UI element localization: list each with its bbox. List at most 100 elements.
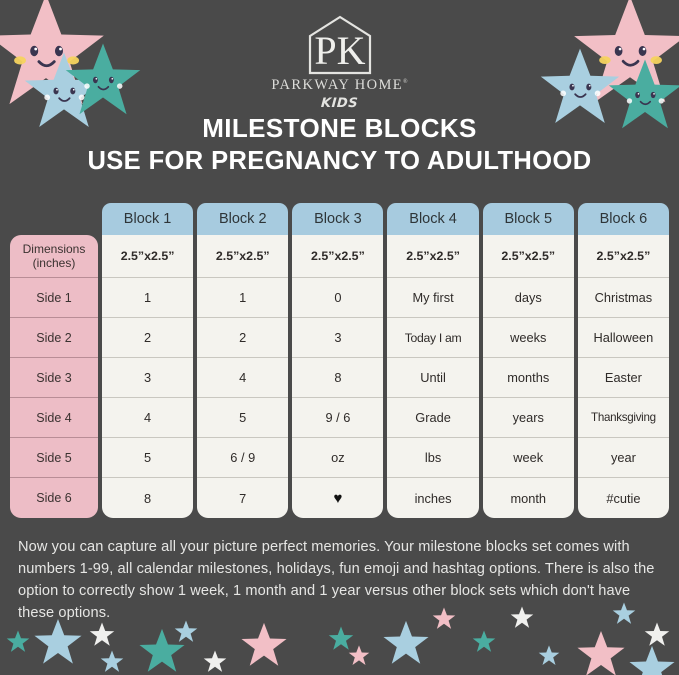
row-label-side-3: Side 3 bbox=[10, 358, 98, 398]
table-column-block-1: 2.5”x2.5” 1 2 3 4 5 8 bbox=[102, 235, 194, 518]
heart-icon: ♥ bbox=[333, 489, 343, 507]
row-label-side-5: Side 5 bbox=[10, 438, 98, 478]
cell-block2-dimensions: 2.5”x2.5” bbox=[197, 235, 289, 278]
star-band-blue-5 bbox=[538, 645, 560, 666]
cell-block4-side3: Until bbox=[387, 358, 479, 398]
table-grid: Dimensions (inches) Side 1 Side 2 Side 3… bbox=[10, 203, 669, 525]
star-decoration-blue-top-right bbox=[538, 47, 622, 127]
star-decoration-pink-top-left bbox=[0, 0, 108, 110]
table-header-block-4[interactable]: Block 4 bbox=[387, 203, 479, 235]
cell-block1-side6: 8 bbox=[144, 490, 152, 506]
row-label-dimensions-line1: Dimensions bbox=[22, 242, 86, 256]
table-header-block-1[interactable]: Block 1 bbox=[102, 203, 194, 235]
cell-block2-side6: 7 bbox=[239, 490, 247, 506]
registered-mark-icon: ® bbox=[403, 79, 408, 86]
cell-block1-side2: 2 bbox=[102, 318, 194, 358]
title-line-2: USE FOR PREGNANCY TO ADULTHOOD bbox=[87, 147, 592, 175]
cell-block5-side2: weeks bbox=[482, 318, 574, 358]
star-band-white-2 bbox=[203, 650, 227, 673]
star-band-pink-3 bbox=[432, 607, 456, 630]
cell-block3-side4: 9 / 6 bbox=[292, 398, 384, 438]
star-band-teal-3 bbox=[328, 626, 354, 651]
star-band-blue-1 bbox=[33, 618, 83, 666]
star-band-teal-4 bbox=[472, 630, 496, 653]
table-column-block-2: 2.5”x2.5” 1 2 4 5 6 / 9 7 bbox=[197, 235, 289, 518]
cell-block2-side5: 6 / 9 bbox=[197, 438, 289, 478]
cell-block4-side4: Grade bbox=[387, 398, 479, 438]
table-header-block-3[interactable]: Block 3 bbox=[292, 203, 384, 235]
page-title: MILESTONE BLOCKS USE FOR PREGNANCY TO AD… bbox=[0, 112, 679, 178]
cell-block2-side1: 1 bbox=[197, 278, 289, 318]
cell-block2-side3: 4 bbox=[197, 358, 289, 398]
cell-block6-dimensions: 2.5”x2.5” bbox=[577, 235, 669, 278]
star-band-pink-2 bbox=[348, 645, 370, 666]
row-label-side-6: Side 6 bbox=[10, 478, 98, 518]
star-band-pink-1 bbox=[240, 622, 288, 668]
brand-logo: PK PARKWAY HOME® KIDS bbox=[0, 14, 679, 111]
table-column-block-3: 2.5”x2.5” 0 3 8 9 / 6 oz ♥ bbox=[292, 235, 384, 518]
star-decoration-teal-top-right bbox=[606, 58, 679, 132]
description-paragraph: Now you can capture all your picture per… bbox=[18, 539, 655, 621]
cell-block4-side1: My first bbox=[387, 278, 479, 318]
cell-block1-dimensions: 2.5”x2.5” bbox=[102, 235, 194, 278]
cell-block6-side1: Christmas bbox=[577, 278, 669, 318]
star-band-blue-4 bbox=[382, 620, 430, 666]
cell-block3-side3: 8 bbox=[292, 358, 384, 398]
cell-block1-side1: 1 bbox=[102, 278, 194, 318]
star-band-pink-4 bbox=[576, 630, 626, 675]
house-outline-icon: PK bbox=[301, 14, 379, 76]
star-band-teal-1 bbox=[6, 630, 30, 653]
star-band-white-4 bbox=[644, 622, 670, 647]
cell-block5-side3: months bbox=[482, 358, 574, 398]
star-band-blue-6 bbox=[612, 602, 636, 625]
star-band-blue-2 bbox=[100, 650, 124, 673]
logo-wordmark-text: PARKWAY HOME bbox=[271, 77, 404, 93]
cell-block3-side6: ♥ bbox=[292, 478, 383, 518]
cell-block4-side2: Today I am bbox=[387, 318, 479, 358]
cell-block3-side1: 0 bbox=[292, 278, 384, 318]
star-decoration-pink-top-right bbox=[570, 0, 679, 108]
cell-block3-side5: oz bbox=[292, 438, 384, 478]
star-band-blue-3 bbox=[174, 620, 198, 643]
star-band-blue-7 bbox=[628, 645, 676, 675]
svg-text:PK: PK bbox=[314, 28, 365, 73]
table-column-block-6: 2.5”x2.5” Christmas Halloween Easter Tha… bbox=[577, 235, 669, 518]
cell-block5-side4: years bbox=[482, 398, 574, 438]
cell-block6-side2: Halloween bbox=[577, 318, 669, 358]
table-header-block-5[interactable]: Block 5 bbox=[482, 203, 574, 235]
table-header-block-6[interactable]: Block 6 bbox=[577, 203, 669, 235]
cell-block2-side2: 2 bbox=[197, 318, 289, 358]
star-band-white-3 bbox=[510, 606, 534, 629]
cell-block6-side3: Easter bbox=[577, 358, 669, 398]
cell-block4-dimensions: 2.5”x2.5” bbox=[387, 235, 479, 278]
star-band-white-1 bbox=[89, 622, 115, 647]
cell-block5-dimensions: 2.5”x2.5” bbox=[482, 235, 574, 278]
table-header-block-2[interactable]: Block 2 bbox=[197, 203, 289, 235]
cell-block2-side4: 5 bbox=[197, 398, 289, 438]
cell-block3-side2: 3 bbox=[292, 318, 384, 358]
table-column-block-5: 2.5”x2.5” days weeks months years week m… bbox=[482, 235, 574, 518]
logo-wordmark: PARKWAY HOME® bbox=[271, 77, 407, 94]
cell-block5-side1: days bbox=[482, 278, 574, 318]
cell-block6-side6: #cutie bbox=[606, 490, 641, 506]
cell-block3-dimensions: 2.5”x2.5” bbox=[292, 235, 384, 278]
cell-block1-side4: 4 bbox=[102, 398, 194, 438]
cell-block4-side5: lbs bbox=[387, 438, 479, 478]
star-band-teal-2 bbox=[138, 628, 186, 674]
star-decoration-blue-top-left bbox=[22, 51, 106, 131]
cell-block6-side4: Thanksgiving bbox=[577, 398, 669, 438]
logo-sub-kids: KIDS bbox=[320, 96, 359, 111]
row-label-side-2: Side 2 bbox=[10, 318, 98, 358]
row-label-side-4: Side 4 bbox=[10, 398, 98, 438]
cell-block6-side5: year bbox=[577, 438, 669, 478]
star-decoration-teal-top-left bbox=[63, 42, 143, 118]
row-label-dimensions-line2: (inches) bbox=[32, 256, 76, 270]
table-column-block-4: 2.5”x2.5” My first Today I am Until Grad… bbox=[387, 235, 479, 518]
cell-block1-side5: 5 bbox=[102, 438, 194, 478]
cell-block1-side3: 3 bbox=[102, 358, 194, 398]
cell-block4-side6: inches bbox=[414, 490, 452, 506]
row-label-dimensions: Dimensions (inches) bbox=[10, 235, 98, 278]
milestone-blocks-table: Dimensions (inches) Side 1 Side 2 Side 3… bbox=[10, 203, 669, 525]
cell-block5-side6: month bbox=[510, 490, 547, 506]
